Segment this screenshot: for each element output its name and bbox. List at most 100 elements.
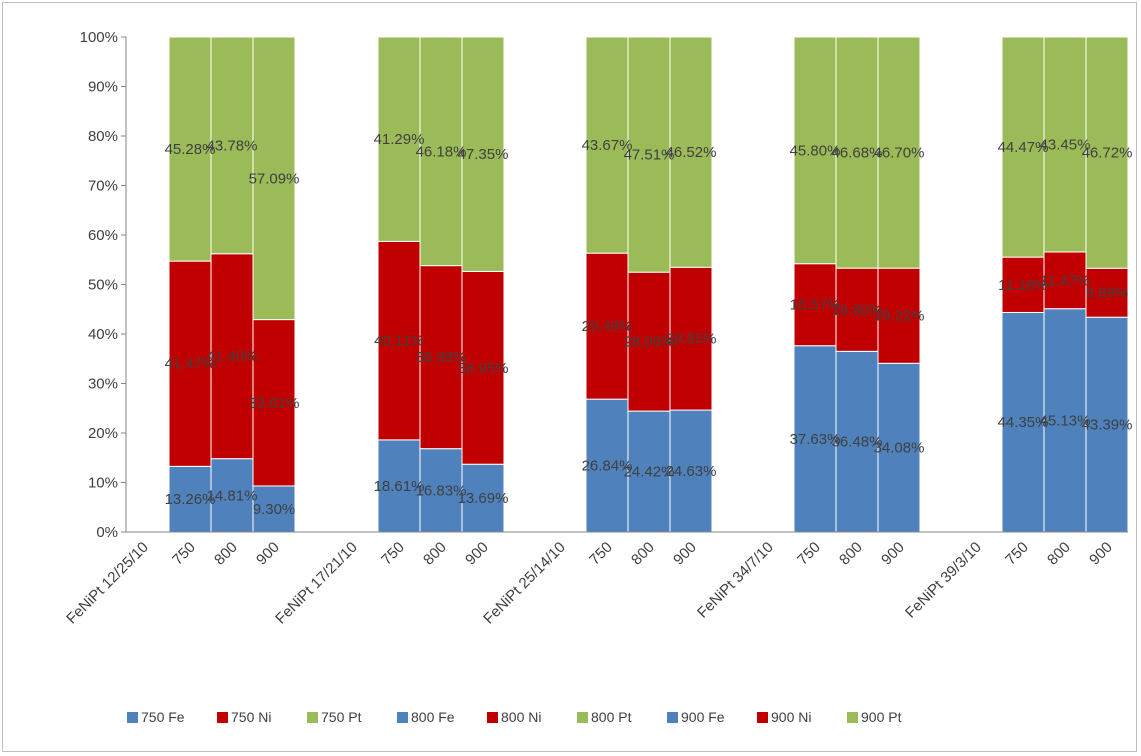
bar-segment-fe — [1001, 311, 1045, 533]
legend-label: 800 Pt — [591, 709, 632, 725]
bar-segment-fe — [252, 485, 296, 533]
x-category-label: FeNiPt 34/7/10 — [694, 539, 777, 622]
data-label: 9.30% — [253, 501, 296, 518]
x-bar-label: 900 — [878, 539, 908, 569]
x-bar-label: 750 — [794, 539, 824, 569]
x-bar-label: 900 — [1086, 539, 1116, 569]
data-label: 24.63% — [666, 463, 717, 480]
legend-entry: 800 Ni — [487, 709, 541, 725]
data-label: 44.47% — [998, 139, 1049, 156]
data-label: 11.18% — [998, 277, 1048, 294]
data-label: 29.49% — [582, 318, 633, 335]
data-label: 9.89% — [1086, 285, 1129, 302]
legend-label: 750 Fe — [141, 709, 185, 725]
x-bar-label: 800 — [1044, 539, 1074, 569]
bar-segment-pt — [1043, 36, 1087, 253]
data-label: 43.39% — [1082, 417, 1133, 434]
data-label: 13.69% — [458, 490, 509, 507]
x-category-label: FeNiPt 25/14/10 — [480, 539, 569, 628]
data-label: 46.18% — [416, 143, 467, 160]
data-label: 41.29% — [374, 131, 425, 148]
data-label: 46.52% — [666, 144, 717, 161]
data-label: 18.61% — [374, 478, 425, 495]
legend-entry: 750 Ni — [217, 709, 271, 725]
y-tick-label: 50% — [88, 277, 118, 294]
data-label: 28.06% — [624, 334, 675, 351]
legend-entry: 800 Pt — [577, 709, 632, 725]
data-label: 16.83% — [416, 482, 467, 499]
bar-segment-pt — [835, 36, 879, 269]
bar-segment-pt — [461, 36, 505, 272]
legend-label: 800 Ni — [501, 709, 541, 725]
legend: 750 Fe 750 Ni 750 Pt 800 Fe 800 Ni 800 Pt 900 … — [127, 709, 902, 725]
bar-segment-pt — [1085, 36, 1129, 269]
bar-segment-ni — [168, 260, 212, 467]
bar-segment-pt — [585, 36, 629, 254]
legend-entry: 900 Fe — [667, 709, 725, 725]
legend-swatch — [577, 712, 588, 723]
y-tick-label: 20% — [88, 425, 118, 442]
data-label: 41.40% — [207, 348, 258, 365]
legend-entry: 900 Ni — [757, 709, 811, 725]
data-label: 57.09% — [249, 170, 300, 187]
legend-label: 750 Pt — [321, 709, 362, 725]
data-label: 36.98% — [416, 349, 467, 366]
bar-segment-ni — [627, 271, 671, 412]
data-label: 40.11% — [374, 333, 424, 350]
data-label: 26.84% — [582, 458, 633, 475]
data-label: 33.61% — [249, 395, 300, 412]
x-bar-label: 800 — [420, 539, 450, 569]
legend-label: 900 Fe — [681, 709, 725, 725]
legend-entry: 800 Fe — [397, 709, 455, 725]
legend-swatch — [217, 712, 228, 723]
data-label: 45.28% — [165, 141, 216, 158]
bar-segment-ni — [1085, 267, 1129, 318]
bar-segment-ni — [461, 270, 505, 465]
data-label: 16.80% — [832, 302, 883, 319]
data-label: 38.95% — [458, 360, 509, 377]
bar-segment-pt — [627, 36, 671, 273]
legend-entry: 900 Pt — [847, 709, 902, 725]
x-bar-label: 750 — [1002, 539, 1032, 569]
bar-segment-fe — [461, 463, 505, 533]
y-tick-label: 10% — [88, 475, 118, 492]
data-label: 43.78% — [207, 137, 258, 154]
data-label: 16.57% — [790, 297, 841, 314]
x-bar-label: 900 — [670, 539, 700, 569]
data-label: 13.26% — [165, 491, 216, 508]
x-bar-label: 750 — [586, 539, 616, 569]
y-axis: 0% 10% 20% 30% 40% 50% 60% 70% 80% 90% 100% — [80, 29, 127, 541]
bar-segment-fe — [669, 409, 713, 533]
bar-segment-fe — [627, 410, 671, 533]
x-bar-label: 800 — [836, 539, 866, 569]
legend-label: 750 Ni — [231, 709, 271, 725]
bar-segment-pt — [377, 36, 421, 242]
legend-label: 900 Pt — [861, 709, 902, 725]
y-tick-label: 90% — [88, 79, 118, 96]
y-tick-label: 60% — [88, 227, 118, 244]
legend-swatch — [397, 712, 408, 723]
y-tick-label: 40% — [88, 326, 118, 343]
x-bar-label: 800 — [628, 539, 658, 569]
data-label: 47.51% — [624, 147, 675, 164]
legend-swatch — [487, 712, 498, 723]
legend-swatch — [757, 712, 768, 723]
x-bar-label: 900 — [253, 539, 283, 569]
bar-segment-pt — [252, 36, 296, 321]
data-label: 45.13% — [1040, 412, 1091, 429]
x-bar-label: 900 — [462, 539, 492, 569]
x-bar-label: 800 — [211, 539, 241, 569]
y-tick-label: 70% — [88, 178, 118, 195]
data-labels: 13.26% 41.47% 45.28% 14.81% 41.40% 43.78% 9.30… — [165, 131, 1133, 518]
data-label: 24.42% — [624, 464, 675, 481]
bar-segment-pt — [669, 36, 713, 268]
data-label: 46.68% — [832, 145, 883, 162]
bar-segment-pt — [419, 36, 463, 267]
bar-segment-pt — [210, 36, 254, 255]
bar-segment-ni — [669, 266, 713, 411]
bars — [168, 36, 1129, 533]
bar-segment-ni — [585, 252, 629, 400]
x-category-label: FeNiPt 17/21/10 — [272, 539, 361, 628]
